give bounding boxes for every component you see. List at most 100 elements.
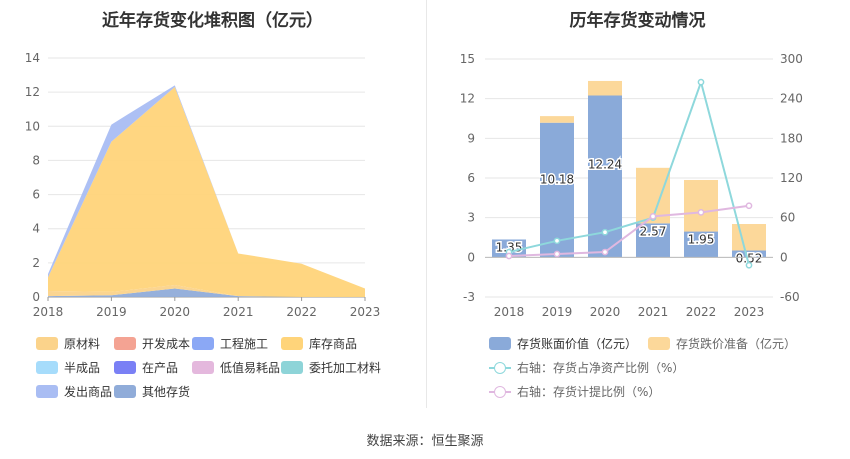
line-inventory-to-net-assets [508, 78, 750, 266]
left-x-tick-label: 2023 [350, 305, 381, 319]
left-x-tick-label: 2020 [160, 305, 191, 319]
right-x-tick-label: 2021 [638, 305, 669, 319]
bar-impairment [684, 179, 718, 232]
right-y2-tick-label: 300 [780, 52, 803, 66]
legend-label: 右轴：存货计提比例（%） [517, 385, 661, 399]
right-x-tick-label: 2023 [734, 305, 765, 319]
area-series-其他存货 [48, 288, 365, 297]
line-point [553, 250, 561, 258]
right-y-tick-label: 6 [467, 171, 475, 185]
legend-item[interactable]: 低值易耗品 [192, 359, 280, 376]
legend-label: 原材料 [64, 337, 101, 351]
area-series-原材料 [48, 285, 365, 297]
line-point [649, 212, 657, 220]
line-point [745, 261, 753, 269]
legend-label: 其他存货 [142, 385, 191, 399]
legend-item[interactable]: 右轴：存货占净资产比例（%） [489, 359, 684, 376]
bar-impairment [540, 116, 574, 123]
legend-label: 开发成本 [142, 337, 191, 351]
legend-label: 右轴：存货占净资产比例（%） [517, 361, 685, 375]
legend-item[interactable]: 存货账面价值（亿元） [489, 335, 637, 352]
left-x-tick-label: 2021 [223, 305, 254, 319]
bar-value-label: 2.57 [640, 224, 667, 238]
bar-book-value [684, 231, 718, 258]
right-y-tick-label: 12 [460, 92, 475, 106]
left-x-tick-label: 2018 [33, 305, 64, 319]
left-y-tick-label: 10 [25, 119, 40, 133]
bar-book-value [492, 239, 526, 258]
right-y2-tick-label: 60 [780, 211, 795, 225]
bar-value-label: 12.24 [588, 157, 622, 171]
bar-value-label: 1.95 [688, 233, 715, 247]
line-point [601, 228, 609, 236]
legend-item[interactable]: 委托加工材料 [281, 359, 381, 376]
legend-swatch [114, 337, 136, 350]
line-point [553, 237, 561, 245]
right-y2-tick-label: 180 [780, 131, 803, 145]
right-y-tick-label: 0 [467, 250, 475, 264]
line-point [505, 252, 513, 260]
bar-impairment [588, 80, 622, 96]
legend-item[interactable]: 右轴：存货计提比例（%） [489, 383, 660, 400]
left-y-tick-label: 4 [32, 222, 40, 236]
legend-item[interactable]: 发出商品 [36, 383, 112, 400]
legend-swatch [489, 337, 511, 350]
panel-divider [426, 0, 427, 408]
line-provision-ratio [508, 204, 750, 258]
right-x-tick-label: 2020 [590, 305, 621, 319]
legend-swatch [281, 361, 303, 374]
right-y2-tick-label: -60 [780, 290, 800, 304]
right-y2-tick-label: 240 [780, 92, 803, 106]
legend-swatch [489, 385, 511, 399]
bar-value-label: 10.18 [540, 172, 574, 186]
bar-book-value [540, 122, 574, 258]
right-x-tick-label: 2019 [542, 305, 573, 319]
right-y-tick-label: 9 [467, 131, 475, 145]
right-y2-tick-label: 120 [780, 171, 803, 185]
line-point [697, 209, 705, 216]
legend-label: 库存商品 [309, 337, 358, 351]
legend-item[interactable]: 半成品 [36, 359, 100, 376]
right-chart-title: 历年存货变动情况 [569, 11, 706, 31]
left-x-tick-label: 2022 [286, 305, 317, 319]
line-point [745, 202, 753, 210]
legend-item[interactable]: 存货跌价准备（亿元） [648, 335, 796, 352]
left-chart-title: 近年存货变化堆积图（亿元） [102, 11, 323, 31]
legend-swatch [192, 337, 214, 350]
bar-book-value [732, 250, 766, 258]
legend-swatch [489, 361, 511, 375]
legend-label: 发出商品 [64, 385, 113, 399]
legend-item[interactable]: 其他存货 [114, 383, 190, 400]
legend-label: 存货账面价值（亿元） [517, 337, 638, 351]
left-y-tick-label: 0 [32, 290, 40, 304]
line-point [601, 248, 609, 256]
line-point [697, 78, 705, 86]
legend-swatch [192, 361, 214, 374]
legend-item[interactable]: 工程施工 [192, 335, 268, 352]
legend-label: 委托加工材料 [309, 361, 382, 375]
left-y-tick-label: 12 [25, 85, 40, 99]
legend-item[interactable]: 在产品 [114, 359, 178, 376]
legend-swatch [36, 385, 58, 398]
left-y-tick-label: 6 [32, 188, 40, 202]
right-x-tick-label: 2022 [686, 305, 717, 319]
legend-item[interactable]: 原材料 [36, 335, 100, 352]
legend-swatch [36, 337, 58, 350]
right-y-tick-label: 3 [467, 211, 475, 225]
right-y-tick-label: 15 [460, 52, 475, 66]
legend-item[interactable]: 开发成本 [114, 335, 190, 352]
area-series-库存商品 [48, 87, 365, 298]
bar-impairment [732, 224, 766, 251]
legend-label: 低值易耗品 [220, 361, 281, 375]
legend-swatch [114, 361, 136, 374]
left-x-tick-label: 2019 [96, 305, 127, 319]
legend-label: 在产品 [142, 361, 179, 375]
legend-label: 工程施工 [220, 337, 269, 351]
data-source: 数据来源：恒生聚源 [366, 434, 484, 449]
legend-swatch [648, 337, 670, 350]
right-y2-tick-label: 0 [780, 250, 788, 264]
legend-item[interactable]: 库存商品 [281, 335, 357, 352]
left-y-tick-label: 14 [25, 51, 40, 65]
left-y-tick-label: 2 [32, 256, 40, 270]
